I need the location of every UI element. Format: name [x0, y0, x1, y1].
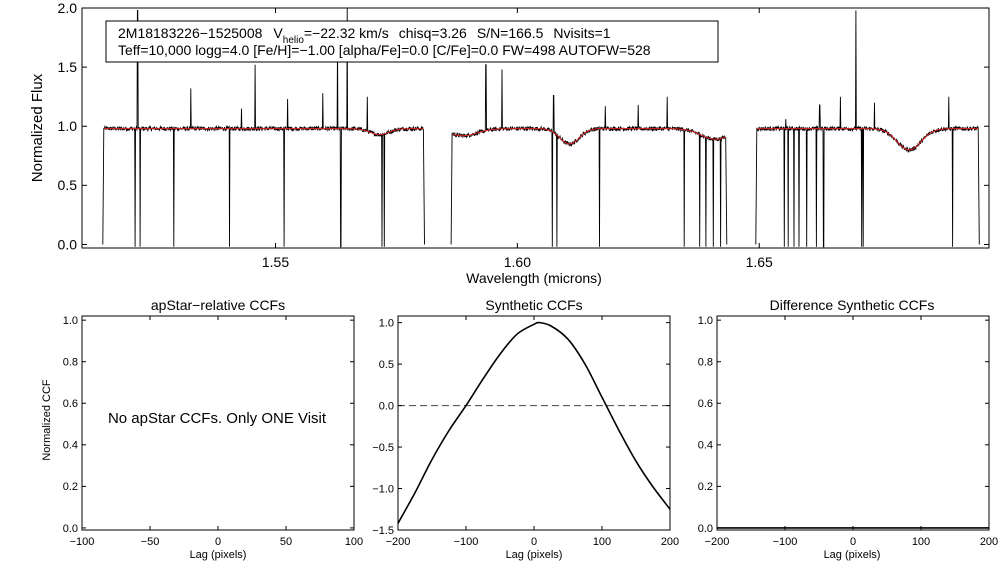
y-tick-label: 0.0 — [698, 523, 713, 535]
synthetic-ccf-curve — [397, 321, 671, 524]
x-tick-label: 0 — [215, 536, 221, 548]
y-tick-label: 1.0 — [698, 315, 713, 327]
nvisits-value: Nvisits=1 — [553, 25, 610, 41]
x-tick-label: 1.55 — [262, 254, 289, 270]
spectrum-frame — [81, 7, 990, 249]
x-tick-label: 50 — [280, 536, 292, 548]
x-tick-label: 0 — [850, 536, 856, 548]
x-tick-label: −50 — [141, 536, 160, 548]
apstar-no-ccf-message: No apStar CCFs. Only ONE Visit — [108, 410, 327, 427]
y-tick-label: 1.0 — [63, 315, 78, 327]
synthetic-ccf-panel: Synthetic CCFs Lag (pixels) −200 −100 0 100… — [372, 297, 679, 561]
y-tick-label: 0.5 — [379, 359, 394, 371]
vhelio-subscript: helio — [283, 35, 305, 46]
x-tick-label: 200 — [661, 536, 679, 548]
snr-value: S/N=166.5 — [477, 25, 544, 41]
x-tick-label: −200 — [705, 536, 730, 548]
vhelio-prefix: V — [273, 25, 283, 41]
x-tick-label: 200 — [980, 536, 998, 548]
spectrum-annotation-line1: 2M18183226−1525008 Vhelio=−22.32 km/s chis… — [118, 25, 611, 46]
x-tick-label: −100 — [70, 536, 95, 548]
synthetic-x-axis-label: Lag (pixels) — [506, 549, 563, 561]
y-tick-label: −1.5 — [372, 525, 394, 537]
y-tick-label: 0.2 — [63, 481, 78, 493]
y-tick-label: 0.6 — [63, 398, 78, 410]
y-tick-label: 0.2 — [698, 481, 713, 493]
spectrum-annotation-box — [105, 20, 719, 63]
y-tick-label: 1.0 — [379, 317, 394, 329]
x-tick-label: 100 — [345, 536, 363, 548]
synthetic-frame — [397, 315, 671, 531]
y-tick-label: 1.5 — [58, 59, 78, 75]
x-tick-label: −200 — [386, 536, 411, 548]
x-tick-label: −100 — [773, 536, 798, 548]
y-tick-label: 1.0 — [58, 118, 78, 134]
y-tick-label: −1.0 — [372, 483, 394, 495]
apstar-y-axis-label: Normalized CCF — [41, 379, 53, 461]
difference-ccf-panel: Difference Synthetic CCFs Lag (pixels) −… — [698, 297, 998, 561]
y-tick-label: 0.8 — [63, 357, 78, 369]
y-tick-label: 0.6 — [698, 398, 713, 410]
spectrum-x-axis-label: Wavelength (microns) — [466, 270, 602, 286]
y-tick-label: 0.0 — [63, 523, 78, 535]
apstar-ccf-panel: apStar−relative CCFs No apStar CCFs. Onl… — [41, 297, 363, 561]
vhelio-value: =−22.32 km/s — [304, 25, 389, 41]
synthetic-plot-area — [397, 321, 671, 524]
chisq-value: chisq=3.26 — [399, 25, 467, 41]
y-tick-label: −0.5 — [372, 442, 394, 454]
x-tick-label: −100 — [454, 536, 479, 548]
model-spectrum-line — [103, 128, 979, 151]
y-tick-label: 0.4 — [698, 440, 713, 452]
star-id: 2M18183226−1525008 — [118, 25, 263, 41]
y-tick-label: 2.0 — [58, 0, 78, 16]
spectrum-plot-area — [102, 7, 980, 248]
apstar-title: apStar−relative CCFs — [151, 297, 285, 313]
x-tick-label: 100 — [593, 536, 611, 548]
spectrum-panel: 2M18183226−1525008 Vhelio=−22.32 km/s chis… — [29, 0, 990, 286]
y-tick-label: 0.8 — [698, 357, 713, 369]
y-tick-label: 0.0 — [58, 236, 78, 252]
difference-frame — [716, 315, 990, 531]
difference-x-axis-label: Lag (pixels) — [824, 549, 881, 561]
x-tick-label: 100 — [912, 536, 930, 548]
synthetic-title: Synthetic CCFs — [485, 297, 582, 313]
stellar-parameters-line: Teff=10,000 logg=4.0 [Fe/H]=−1.00 [alpha… — [118, 42, 651, 58]
difference-title: Difference Synthetic CCFs — [770, 297, 935, 313]
y-tick-label: 0.4 — [63, 440, 78, 452]
x-tick-label: 0 — [531, 536, 537, 548]
x-tick-label: 1.65 — [746, 254, 773, 270]
y-tick-label: 0.0 — [379, 400, 394, 412]
spectrum-y-axis-label: Normalized Flux — [29, 73, 46, 182]
apstar-x-axis-label: Lag (pixels) — [190, 549, 247, 561]
y-tick-label: 0.5 — [58, 177, 78, 193]
x-tick-label: 1.60 — [504, 254, 531, 270]
